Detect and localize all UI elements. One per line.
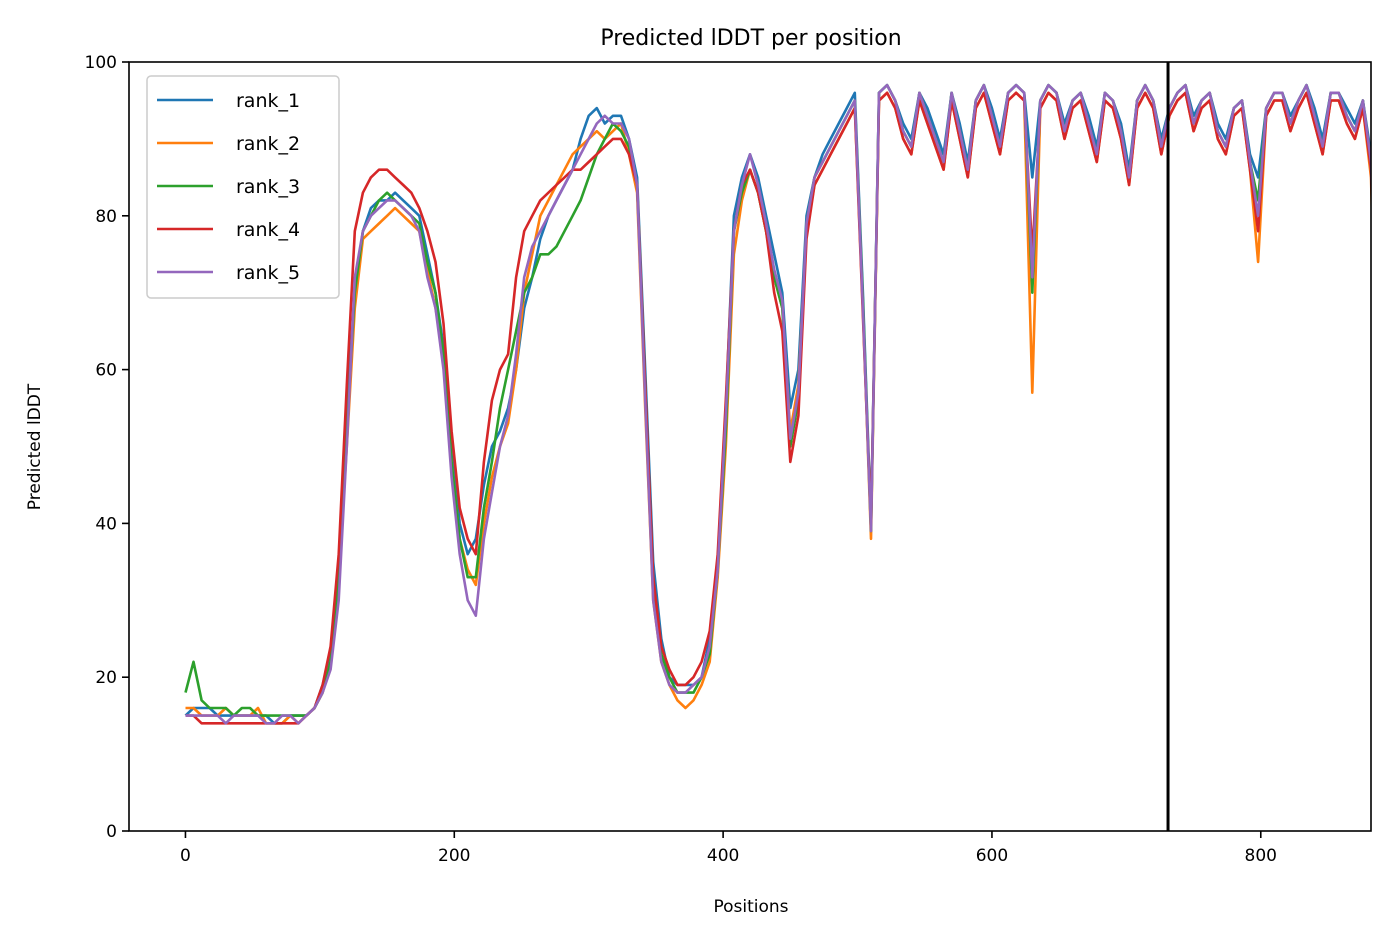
x-axis-label: Positions <box>713 897 788 917</box>
y-tick-label: 0 <box>106 822 117 842</box>
chart-title: Predicted lDDT per position <box>600 26 901 51</box>
y-tick-label: 20 <box>95 668 117 688</box>
x-tick-label: 600 <box>976 846 1008 866</box>
y-tick-label: 100 <box>85 53 117 73</box>
legend-label: rank_4 <box>236 219 300 241</box>
y-tick-label: 40 <box>95 514 117 534</box>
x-tick-label: 800 <box>1245 846 1277 866</box>
x-tick-label: 200 <box>438 846 470 866</box>
legend-label: rank_1 <box>236 90 300 112</box>
series-line-rank_4 <box>185 91 1371 725</box>
series-line-rank_5 <box>185 83 1371 725</box>
y-tick-label: 80 <box>95 207 117 227</box>
legend: rank_1 rank_2 rank_3 rank_4 rank_5 <box>146 75 340 299</box>
x-tick-label: 400 <box>707 846 739 866</box>
y-axis-label: Predicted lDDT <box>25 383 45 510</box>
legend-box <box>146 75 340 299</box>
series-group <box>184 83 1371 725</box>
legend-label: rank_5 <box>236 262 300 284</box>
axes-frame <box>128 61 1372 832</box>
x-tick-label: 0 <box>180 846 191 866</box>
plot-area: 0 200 400 600 800 0 20 40 60 80 100 <box>85 53 1372 866</box>
legend-label: rank_2 <box>236 133 300 155</box>
legend-label: rank_3 <box>236 176 300 198</box>
y-tick-label: 60 <box>95 361 117 381</box>
